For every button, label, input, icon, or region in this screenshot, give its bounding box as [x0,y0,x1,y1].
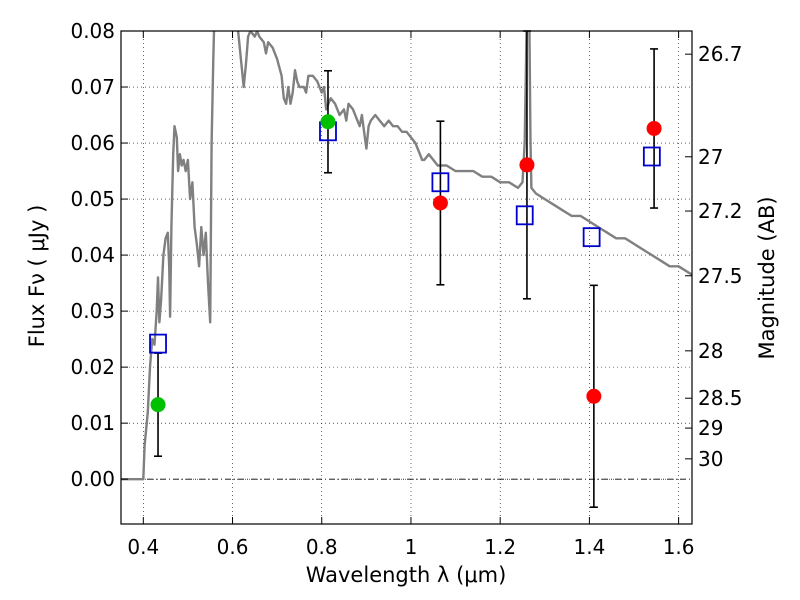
observed-green-point [150,397,166,413]
observed-green-point [320,114,336,130]
right-y-axis-label: Magnitude (AB) [755,196,779,359]
y-tick-label: 0.02 [70,355,115,379]
x-tick-label: 0.8 [306,535,338,559]
model-band-flux-square [431,172,450,193]
observed-red-point [586,388,602,404]
y-axis-label: Flux Fν ( μJy ) [25,205,49,348]
mag-tick-label: 27 [698,145,723,169]
x-tick-label: 1.2 [484,535,516,559]
mag-tick-label: 26.7 [698,42,743,66]
x-axis-label: Wavelength λ (μm) [306,563,507,587]
model-band-flux-square [149,333,167,354]
model-sed-line [121,31,692,481]
y-tick-label: 0.05 [70,187,115,211]
y-tick-label: 0.01 [70,411,115,435]
x-tick-label: 1.6 [663,535,695,559]
y-tick-label: 0.04 [70,243,115,267]
markers [149,114,662,413]
tick-labels: 0.4 0.6 0.8 1 1.2 1.4 1.6 0.00 0.01 0.02 0.03 0.04 0… [70,19,742,559]
model-sed-curve [121,31,692,481]
observed-red-point [519,157,535,173]
y-tick-label: 0.03 [70,299,115,323]
model-band-flux-square [582,227,601,248]
y-tick-label: 0.07 [70,75,115,99]
mag-tick-label: 29 [698,416,723,440]
x-tick-label: 1.4 [573,535,605,559]
x-tick-label: 0.6 [217,535,249,559]
mag-tick-label: 28.5 [698,386,743,410]
error-bars [154,30,659,508]
x-tick-label: 0.4 [127,535,159,559]
y-tick-label: 0.06 [70,131,115,155]
mag-tick-label: 27.5 [698,264,743,288]
observed-red-point [646,120,662,136]
y-tick-label: 0.08 [70,19,115,43]
y-tick-label: 0.00 [70,467,115,491]
ticks [121,30,692,524]
mag-tick-label: 27.2 [698,199,743,223]
plot-frame [120,30,693,525]
mag-tick-label: 30 [698,447,723,471]
mag-tick-label: 28 [698,339,723,363]
model-band-flux-square [515,205,534,226]
x-tick-label: 1 [405,535,418,559]
model-band-flux-square [642,146,661,167]
observed-red-point [432,195,448,211]
